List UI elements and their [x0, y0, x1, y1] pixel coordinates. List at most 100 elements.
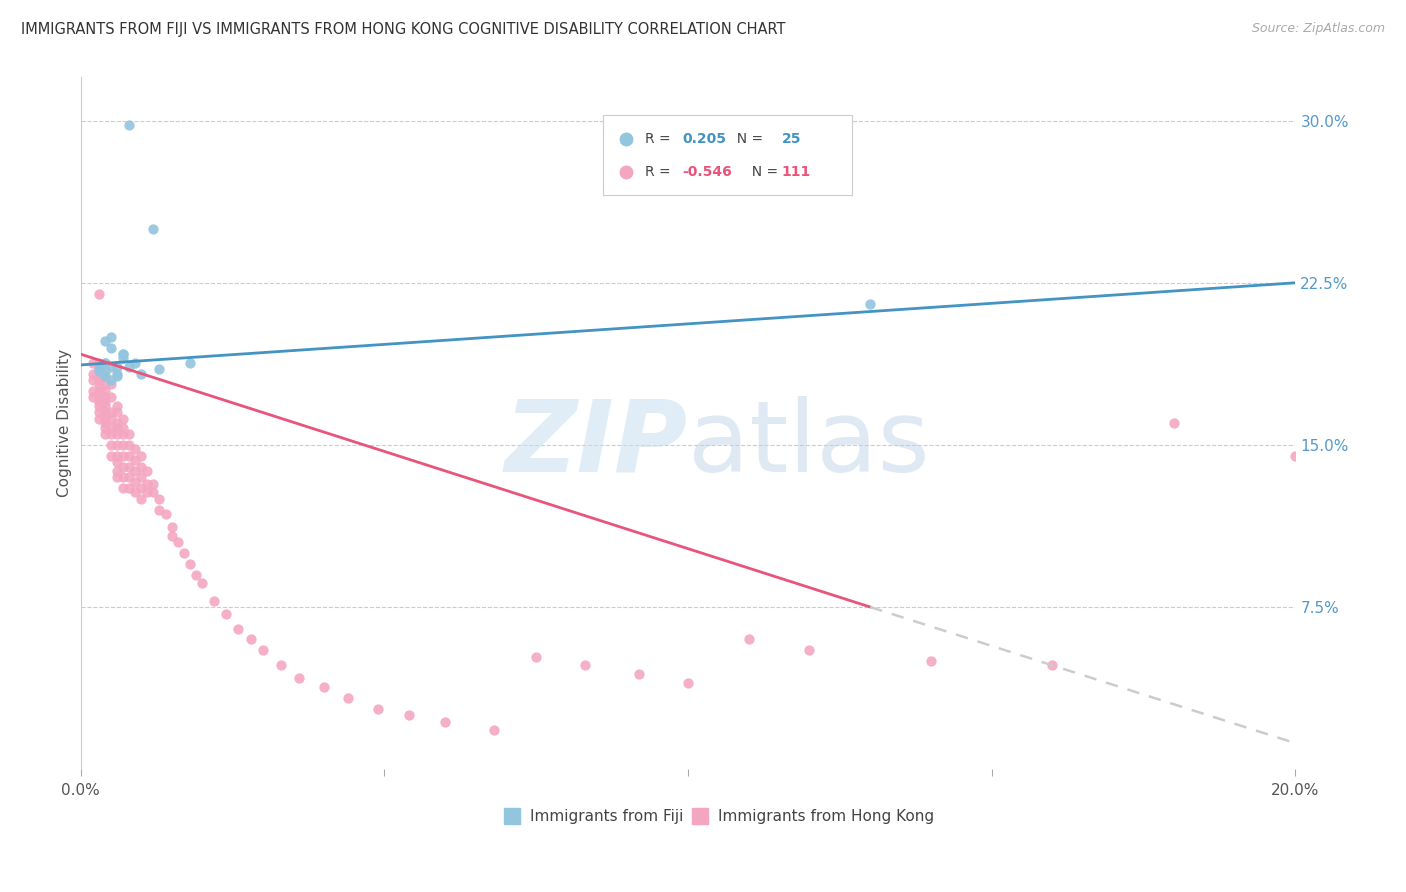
Point — [100, 449, 122, 463]
Point — [94, 377, 117, 392]
Point — [155, 507, 177, 521]
Point — [112, 449, 135, 463]
Point — [112, 438, 135, 452]
Point — [105, 438, 128, 452]
Point — [124, 442, 146, 457]
Point — [82, 356, 104, 370]
Point — [148, 491, 170, 506]
Point — [105, 464, 128, 478]
Point — [398, 708, 420, 723]
Point — [94, 368, 117, 383]
Point — [94, 417, 117, 431]
Point — [482, 723, 505, 738]
Point — [100, 377, 122, 392]
Point — [118, 449, 141, 463]
Point — [94, 356, 117, 370]
Point — [87, 394, 110, 409]
Point — [105, 417, 128, 431]
Point — [94, 405, 117, 419]
Point — [129, 367, 152, 381]
Point — [118, 481, 141, 495]
Point — [129, 459, 152, 474]
Point — [82, 367, 104, 381]
Point — [82, 373, 104, 387]
Point — [105, 360, 128, 375]
Point — [179, 557, 201, 571]
Point — [105, 427, 128, 442]
Point — [105, 399, 128, 413]
Point — [118, 470, 141, 484]
Point — [100, 390, 122, 404]
Point — [87, 412, 110, 426]
Point — [118, 118, 141, 132]
Point — [179, 356, 201, 370]
Point — [100, 405, 122, 419]
Text: N =: N = — [728, 131, 768, 145]
Point — [148, 362, 170, 376]
Text: Immigrants from Fiji: Immigrants from Fiji — [530, 809, 683, 823]
Point — [160, 529, 183, 543]
Point — [112, 412, 135, 426]
Text: 25: 25 — [782, 131, 801, 145]
Point — [228, 622, 250, 636]
Point — [105, 368, 128, 383]
Point — [100, 412, 122, 426]
Point — [129, 449, 152, 463]
Point — [105, 470, 128, 484]
Y-axis label: Cognitive Disability: Cognitive Disability — [58, 350, 72, 498]
Point — [87, 384, 110, 398]
Text: IMMIGRANTS FROM FIJI VS IMMIGRANTS FROM HONG KONG COGNITIVE DISABILITY CORRELATI: IMMIGRANTS FROM FIJI VS IMMIGRANTS FROM … — [21, 22, 786, 37]
Point — [105, 367, 128, 381]
Point — [148, 502, 170, 516]
Point — [87, 384, 110, 398]
Point — [87, 373, 110, 387]
Point — [94, 390, 117, 404]
Point — [288, 671, 311, 685]
Point — [1163, 417, 1185, 431]
Point — [136, 476, 159, 491]
Point — [433, 714, 456, 729]
Point — [87, 356, 110, 370]
Point — [100, 330, 122, 344]
Point — [270, 658, 292, 673]
Point — [87, 399, 110, 413]
Point — [129, 470, 152, 484]
Point — [100, 360, 122, 375]
Point — [82, 384, 104, 398]
Point — [100, 427, 122, 442]
Text: N =: N = — [742, 165, 782, 179]
Point — [87, 362, 110, 376]
Point — [124, 485, 146, 500]
Point — [105, 420, 128, 434]
Point — [87, 362, 110, 376]
Point — [118, 459, 141, 474]
Point — [184, 567, 207, 582]
Point — [87, 405, 110, 419]
Point — [173, 546, 195, 560]
Point — [94, 412, 117, 426]
Point — [94, 394, 117, 409]
Point — [100, 420, 122, 434]
Point — [129, 491, 152, 506]
Point — [100, 373, 122, 387]
Point — [920, 654, 942, 668]
Point — [124, 356, 146, 370]
Point — [252, 643, 274, 657]
Point — [94, 427, 117, 442]
Text: R =: R = — [645, 131, 675, 145]
Point — [799, 643, 821, 657]
Point — [112, 427, 135, 442]
Point — [105, 449, 128, 463]
Point — [112, 347, 135, 361]
Text: 0.205: 0.205 — [682, 131, 725, 145]
Point — [112, 420, 135, 434]
Point — [524, 649, 547, 664]
Point — [124, 453, 146, 467]
Point — [336, 690, 359, 705]
Point — [166, 535, 188, 549]
Point — [87, 373, 110, 387]
Point — [87, 362, 110, 376]
Point — [160, 520, 183, 534]
Point — [94, 384, 117, 398]
Point — [87, 364, 110, 378]
